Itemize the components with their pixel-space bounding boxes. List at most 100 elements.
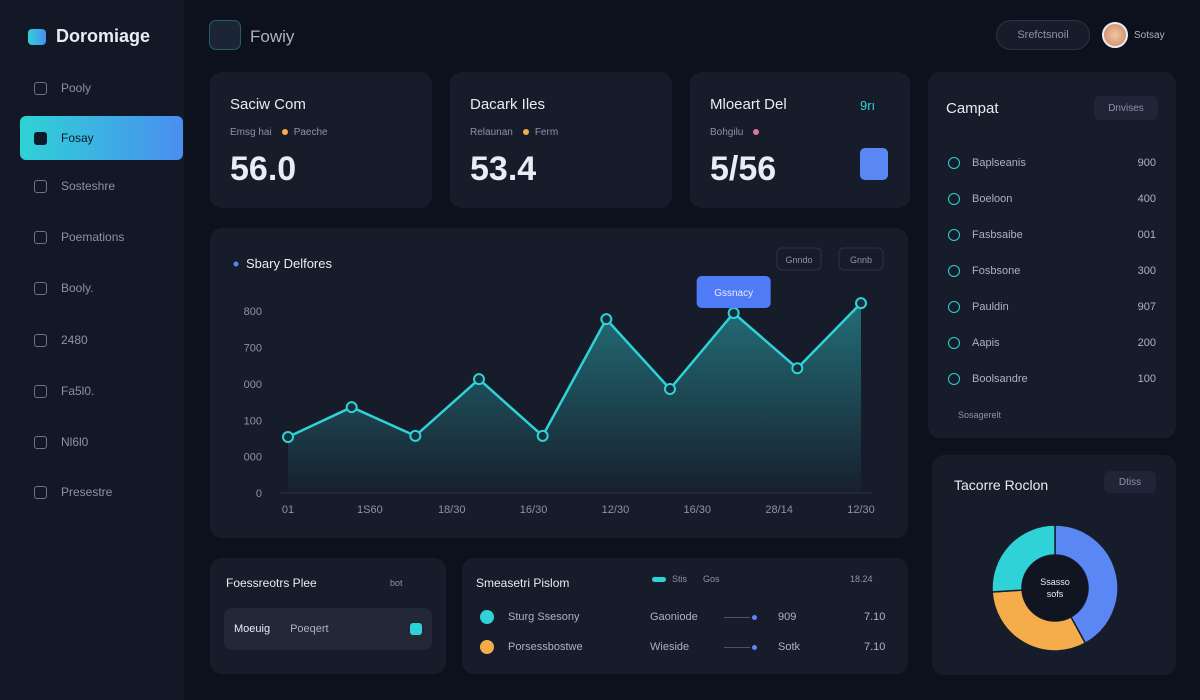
bl-item[interactable]: Moeuig Poeqert bbox=[224, 608, 432, 650]
row-marker bbox=[752, 645, 757, 650]
legend-label: Ferm bbox=[534, 127, 559, 138]
nav-item[interactable]: Pooly bbox=[20, 66, 183, 110]
point bbox=[855, 297, 867, 310]
point bbox=[791, 362, 804, 375]
nav-label: Poemations bbox=[61, 230, 125, 244]
tooltip-label: Gssnacy bbox=[714, 288, 753, 299]
stat-value: 56.0 bbox=[230, 150, 297, 188]
donut-chart: Ssasso sofs bbox=[991, 524, 1119, 652]
nav-label: Presestre bbox=[61, 485, 113, 499]
point bbox=[282, 431, 294, 443]
donut-title: Tacorre Roclon bbox=[954, 477, 1049, 493]
nav-icon bbox=[34, 435, 47, 449]
x-tick-label: 28/14 bbox=[765, 504, 793, 516]
page-title: Fowiy bbox=[250, 27, 295, 46]
nav-item[interactable]: Poemations bbox=[20, 215, 183, 259]
nav-label: Pooly bbox=[61, 81, 92, 95]
y-tick-label: 100 bbox=[244, 415, 262, 427]
header-icon[interactable] bbox=[209, 20, 241, 50]
bottom-left-card: Foessreotrs Plee bot Moeuig Poeqert bbox=[210, 558, 446, 674]
stat-title: Saciw Com bbox=[230, 96, 306, 113]
title-dot bbox=[233, 261, 239, 267]
row-cell: 7.10 bbox=[864, 611, 886, 623]
nav-item[interactable]: Presestre bbox=[20, 470, 183, 514]
stat-dropdown[interactable] bbox=[860, 148, 888, 180]
row-dot bbox=[480, 640, 494, 654]
point bbox=[473, 373, 485, 386]
stat-badge: 9rı bbox=[860, 98, 876, 113]
legend-dot bbox=[281, 129, 288, 135]
point bbox=[409, 429, 422, 442]
row-icon bbox=[948, 229, 960, 241]
area bbox=[288, 303, 861, 493]
header-button[interactable]: Srefctsnoil bbox=[996, 20, 1090, 50]
nav-item[interactable]: Booly. bbox=[20, 266, 183, 310]
row-connector bbox=[724, 647, 750, 648]
y-tick-label: 0 bbox=[256, 488, 262, 500]
nav-label: Fosay bbox=[61, 131, 94, 145]
row-label: Baplseanis bbox=[972, 157, 1026, 169]
campaign-row: Baplseanis 900 bbox=[948, 153, 1156, 173]
row-cell: Porsessbostwe bbox=[508, 641, 583, 653]
chart-button bbox=[838, 247, 884, 271]
bl-item-b: Poeqert bbox=[290, 623, 329, 635]
avatar[interactable] bbox=[1102, 22, 1128, 48]
row-dot bbox=[480, 610, 494, 624]
nav-label: Fa5l0. bbox=[61, 384, 95, 398]
row-value: 200 bbox=[1137, 337, 1156, 349]
chart-button-label: Gnndo bbox=[785, 255, 812, 265]
x-tick-label: 18/30 bbox=[438, 504, 466, 516]
row-marker bbox=[752, 615, 757, 620]
row-cell: 7.10 bbox=[864, 641, 886, 653]
chart-button-label: Gnnb bbox=[850, 255, 872, 265]
br-legend-swatch bbox=[652, 576, 666, 582]
nav-item[interactable]: Fa5l0. bbox=[20, 369, 183, 413]
row-label: Boolsandre bbox=[972, 373, 1028, 385]
x-tick-label: 16/30 bbox=[684, 504, 712, 516]
stat-value: 5/56 bbox=[710, 150, 777, 188]
x-tick-label: 1S60 bbox=[357, 504, 383, 516]
stat-title: Mloeart Del bbox=[710, 96, 787, 113]
nav-item[interactable]: Sosteshre bbox=[20, 164, 183, 208]
nav-icon bbox=[34, 230, 47, 244]
x-tick-label: 12/30 bbox=[847, 504, 875, 516]
legend-label: Emsg hai bbox=[230, 127, 272, 138]
bottom-right-card: Smeasetri Pislom Stis Gos 18.24 Sturg Ss… bbox=[462, 558, 908, 674]
bl-toggle[interactable] bbox=[410, 623, 422, 635]
campaign-row: Fasbsaibe 001 bbox=[948, 225, 1156, 245]
nav-item[interactable]: Nl6l0 bbox=[20, 420, 183, 464]
y-tick-label: 000 bbox=[244, 452, 262, 464]
legend-dot bbox=[522, 129, 529, 135]
row-icon bbox=[948, 301, 960, 313]
y-tick-label: 800 bbox=[244, 306, 262, 318]
row-icon bbox=[948, 157, 960, 169]
row-label: Pauldin bbox=[972, 301, 1009, 313]
chart-button bbox=[776, 247, 822, 271]
x-tick-label: 12/30 bbox=[602, 504, 630, 516]
campaign-button[interactable]: Dnvises bbox=[1094, 96, 1158, 120]
row-value: 300 bbox=[1137, 265, 1156, 277]
row-icon bbox=[948, 337, 960, 349]
row-icon bbox=[948, 265, 960, 277]
row-value: 400 bbox=[1137, 193, 1156, 205]
nav-icon bbox=[34, 384, 47, 398]
legend-label: Paeche bbox=[293, 127, 328, 138]
nav-icon bbox=[34, 131, 47, 145]
nav-label: Sosteshre bbox=[61, 179, 116, 193]
nav-icon bbox=[34, 81, 47, 95]
nav-item[interactable]: 2480 bbox=[20, 318, 183, 362]
row-label: Aapis bbox=[972, 337, 1000, 349]
bl-link[interactable]: bot bbox=[390, 578, 403, 588]
row-label: Fasbsaibe bbox=[972, 229, 1023, 241]
nav-item[interactable]: Fosay bbox=[20, 116, 183, 160]
row-cell: Wieside bbox=[650, 641, 690, 653]
donut-button[interactable]: Dtiss bbox=[1104, 471, 1156, 493]
stat-card: Dacark Iles Relaunan Ferm 53.4 bbox=[450, 72, 672, 208]
x-tick-label: 16/30 bbox=[520, 504, 548, 516]
campaign-row: Fosbsone 300 bbox=[948, 261, 1156, 281]
campaign-row: Boolsandre 100 bbox=[948, 369, 1156, 389]
point bbox=[600, 313, 613, 326]
br-legend-b: Gos bbox=[703, 574, 720, 584]
campaign-row: Boeloon 400 bbox=[948, 189, 1156, 209]
